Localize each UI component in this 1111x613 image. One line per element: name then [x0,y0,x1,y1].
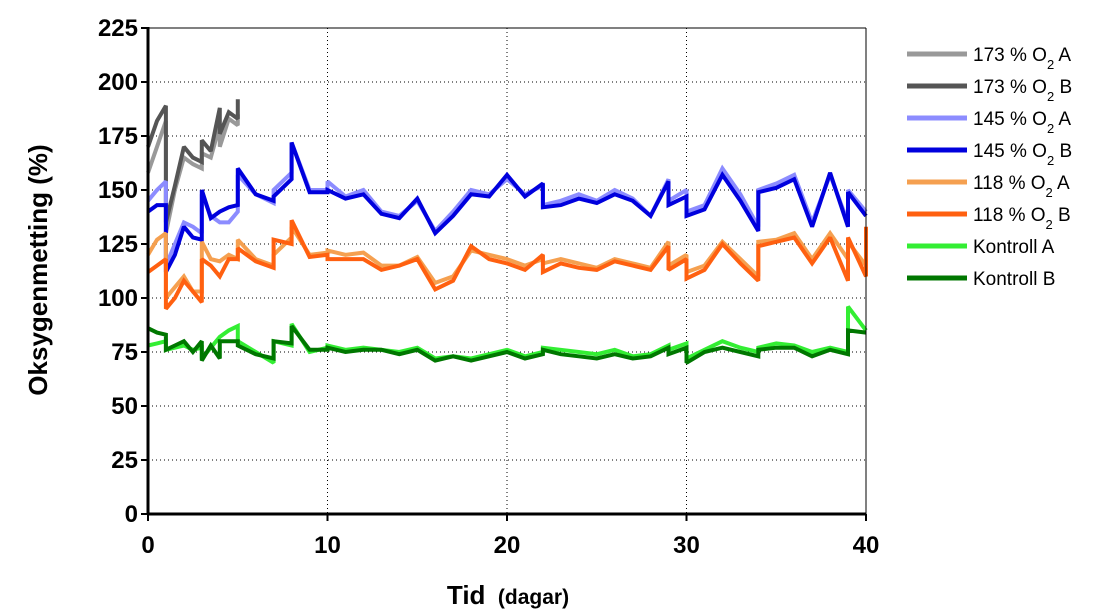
legend-label: 118 % O2 A [973,173,1070,200]
x-axis-label-unit: (dagar) [498,586,569,609]
y-tick-label: 125 [98,231,138,258]
series-line-173-o2-a [146,114,240,234]
x-tick-label: 30 [673,532,700,559]
legend-item-173-o2-b: 173 % O2 B [907,77,1072,104]
legend-label: 118 % O2 B [973,205,1071,232]
legend-label: 173 % O2 A [973,45,1071,72]
x-tick-label: 20 [494,532,521,559]
legend: 173 % O2 A 173 % O2 B 145 % O2 A 145 % O2 B… [907,45,1072,290]
y-tick-label: 225 [98,15,138,42]
y-tick-label: 175 [98,123,138,150]
y-tick-label: 25 [111,447,138,474]
legend-item-118-o2-a: 118 % O2 A [907,173,1070,200]
x-tick-label: 40 [853,532,880,559]
series-line-118-o2-b [146,219,868,311]
legend-item-173-o2-a: 173 % O2 A [907,45,1071,72]
y-tick-label: 0 [125,501,138,528]
legend-label: 145 % O2 B [973,141,1072,168]
legend-item-145-o2-a: 145 % O2 A [907,109,1071,136]
axes [141,27,867,521]
legend-item-kontroll-b: Kontroll B [907,269,1055,290]
x-tick-label: 0 [141,532,154,559]
y-tick-label: 75 [111,339,138,366]
tick-labels: 0 25 50 75 100 125 150 175 200 225 0 10 20 30 40 [98,15,879,559]
legend-item-kontroll-a: Kontroll A [907,237,1055,258]
x-axis-label: Tid (dagar) [447,580,569,610]
series-line-145-o2-b [146,141,868,274]
series-layer [146,99,868,365]
y-axis-label: Oksygenmetting (%) [23,144,53,395]
legend-item-118-o2-b: 118 % O2 B [907,205,1071,232]
legend-label: 173 % O2 B [973,77,1072,104]
legend-label: 145 % O2 A [973,109,1071,136]
legend-item-145-o2-b: 145 % O2 B [907,141,1072,168]
y-tick-label: 150 [98,177,138,204]
legend-label: Kontroll B [973,269,1055,290]
series-line-kontroll-b [147,324,867,365]
y-tick-label: 50 [111,393,138,420]
x-axis-label-main: Tid [447,580,486,610]
x-tick-label: 10 [314,532,341,559]
y-tick-label: 100 [98,285,138,312]
y-tick-label: 200 [98,69,138,96]
legend-label: Kontroll A [973,237,1055,258]
series-line-173-o2-b [146,99,240,223]
